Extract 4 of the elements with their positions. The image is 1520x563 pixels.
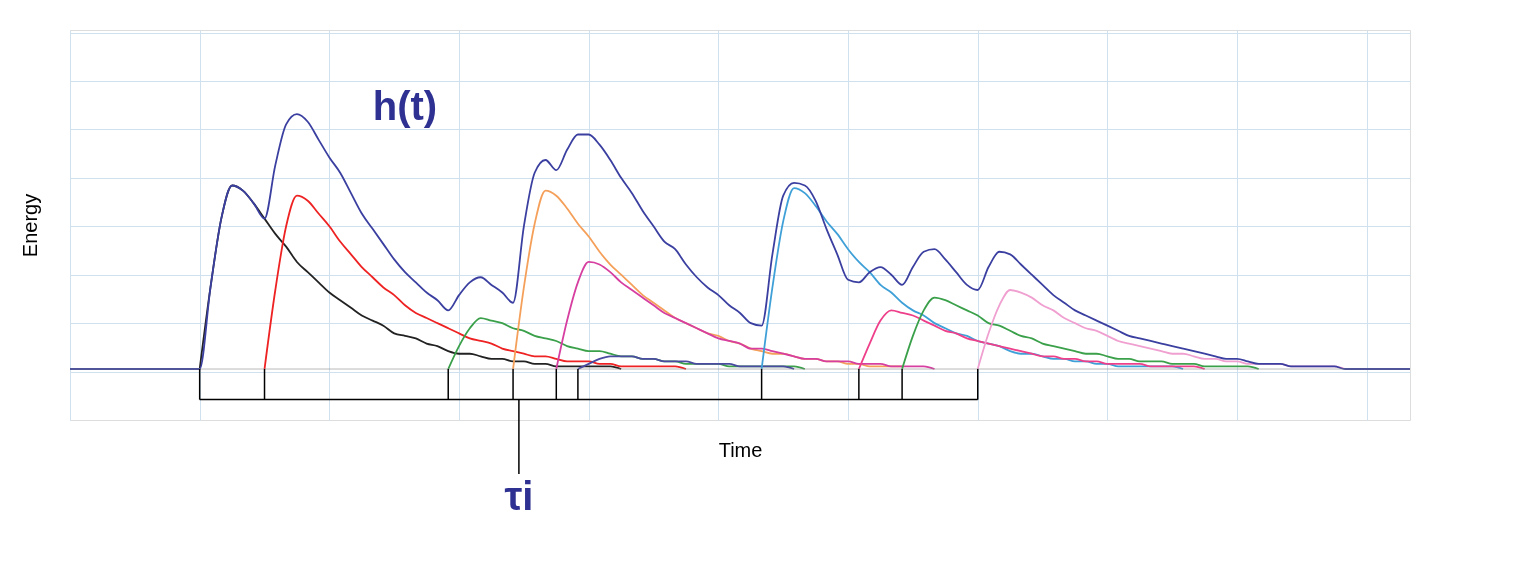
y-axis-title: Energy [18,193,41,258]
x-axis-title: Time [718,438,763,461]
text: τi [504,474,534,518]
annotation: h(t) [372,84,438,128]
